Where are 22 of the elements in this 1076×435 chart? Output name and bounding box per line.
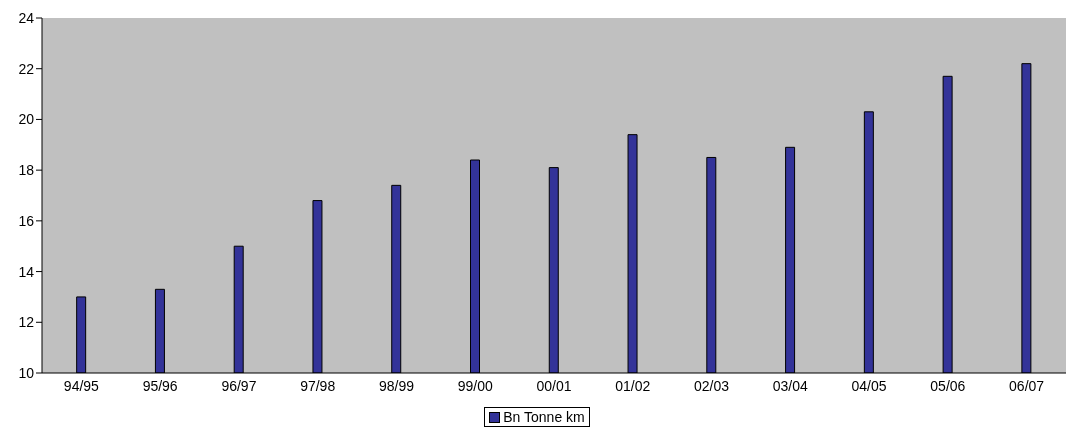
y-tick-label: 24 [18, 9, 35, 26]
x-tick-label: 05/06 [930, 377, 966, 394]
y-tick-label: 20 [18, 111, 35, 128]
x-tick-label: 02/03 [694, 377, 730, 394]
x-tick-label: 00/01 [536, 377, 572, 394]
y-tick-label: 12 [18, 314, 35, 331]
y-tick-label: 18 [18, 162, 35, 179]
x-tick-label: 97/98 [300, 377, 336, 394]
x-tick-label: 95/96 [142, 377, 178, 394]
y-tick-label: 22 [18, 60, 35, 77]
x-tick-label: 04/05 [851, 377, 887, 394]
x-tick-label: 94/95 [63, 377, 100, 394]
y-tick-label: 16 [18, 212, 35, 229]
x-tick-label: 06/07 [1009, 377, 1045, 394]
y-tick-label: 14 [18, 263, 35, 280]
y-tick-label: 10 [18, 364, 35, 381]
x-tick-label: 96/97 [221, 377, 257, 394]
x-tick-label: 03/04 [772, 377, 809, 394]
x-tick-label: 98/99 [378, 377, 415, 394]
x-tick-label: 99/00 [457, 377, 493, 394]
legend-label: Bn Tonne km [502, 409, 585, 425]
x-tick-label: 01/02 [615, 377, 651, 394]
